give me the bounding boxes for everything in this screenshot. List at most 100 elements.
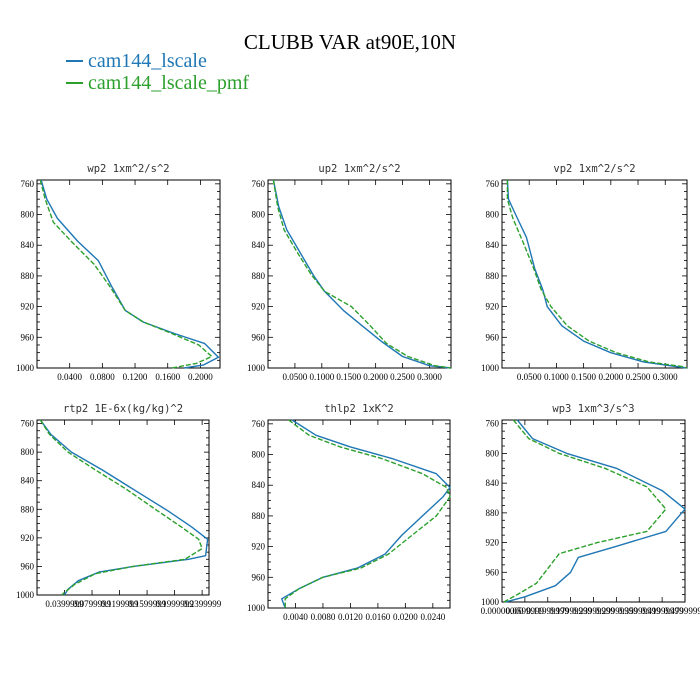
y-tick-label: 880 bbox=[486, 508, 500, 518]
y-tick-label: 1000 bbox=[16, 590, 35, 600]
series-line-1 bbox=[40, 179, 220, 369]
y-tick-label: 960 bbox=[21, 332, 35, 342]
plot-frame bbox=[501, 419, 686, 603]
y-tick-label: 840 bbox=[21, 476, 35, 486]
x-tick-label: 0.1000 bbox=[544, 372, 569, 382]
y-tick-label: 960 bbox=[252, 332, 266, 342]
x-tick-label: 0.0799999 bbox=[73, 599, 112, 609]
y-tick-label: 840 bbox=[252, 480, 266, 490]
page-title: CLUBB VAR at90E,10N bbox=[243, 30, 457, 54]
y-tick-label: 760 bbox=[21, 179, 35, 189]
x-tick-label: 0.3000 bbox=[653, 372, 678, 382]
x-tick-label: 0.0160 bbox=[366, 612, 391, 622]
x-tick-label: 0.0080 bbox=[311, 612, 336, 622]
x-tick-label: 0.1599999 bbox=[128, 599, 167, 609]
legend-swatch-1 bbox=[66, 60, 83, 62]
x-tick-label: 0.1000 bbox=[309, 372, 334, 382]
y-tick-label: 800 bbox=[252, 450, 266, 460]
plot-frame bbox=[267, 179, 452, 369]
x-tick-label: 0.11999999 bbox=[527, 606, 570, 616]
chart-title: wp3 1xm^3/s^3 bbox=[552, 403, 634, 415]
y-tick-label: 840 bbox=[486, 478, 500, 488]
x-tick-label: 0.1199999 bbox=[101, 599, 139, 609]
y-tick-label: 760 bbox=[486, 419, 500, 429]
chart-title: wp2 1xm^2/s^2 bbox=[87, 163, 169, 175]
y-tick-label: 800 bbox=[252, 210, 266, 220]
x-tick-label: 0.0399999 bbox=[45, 599, 84, 609]
y-tick-label: 760 bbox=[252, 179, 266, 189]
plot-frame bbox=[36, 419, 210, 596]
y-tick-label: 920 bbox=[21, 302, 35, 312]
y-tick-label: 1000 bbox=[481, 363, 500, 373]
legend-entry-2: cam144_lscale_pmf bbox=[66, 72, 249, 94]
plot-frame bbox=[501, 179, 688, 369]
y-tick-label: 960 bbox=[486, 567, 500, 577]
x-tick-label: 0.0500 bbox=[517, 372, 542, 382]
y-tick-label: 880 bbox=[486, 271, 500, 281]
series-line-2 bbox=[272, 179, 452, 369]
series-line-1 bbox=[272, 179, 452, 369]
legend: cam144_lscale cam144_lscale_pmf bbox=[66, 50, 249, 94]
chart-title: thlp2 1xK^2 bbox=[324, 403, 394, 415]
x-tick-label: 0.0400 bbox=[57, 372, 82, 382]
x-tick-label: 0.1200 bbox=[123, 372, 148, 382]
x-tick-label: 0.2000 bbox=[363, 372, 388, 382]
x-tick-label: 0.0800 bbox=[90, 372, 115, 382]
chart-3: vp2 1xm^2/s^2 760 800 840 880 920 960 1000 0.050… bbox=[481, 163, 688, 382]
series-line-2 bbox=[39, 419, 203, 596]
y-tick-label: 840 bbox=[486, 240, 500, 250]
x-tick-label: 0.00000000 bbox=[481, 606, 524, 616]
y-tick-label: 800 bbox=[486, 210, 500, 220]
chart-title: up2 1xm^2/s^2 bbox=[318, 163, 400, 175]
plot-frame bbox=[36, 179, 221, 369]
legend-swatch-2 bbox=[66, 82, 83, 84]
x-tick-label: 0.0599999 bbox=[506, 606, 545, 616]
x-tick-label: 0.1500 bbox=[571, 372, 596, 382]
y-tick-label: 920 bbox=[486, 538, 500, 548]
series-line-2 bbox=[506, 180, 688, 369]
y-tick-label: 760 bbox=[252, 419, 266, 429]
series-line-2 bbox=[39, 179, 213, 369]
x-tick-label: 0.2500 bbox=[626, 372, 651, 382]
x-tick-label: 0.0500 bbox=[283, 372, 308, 382]
y-tick-label: 1000 bbox=[16, 363, 35, 373]
y-tick-label: 880 bbox=[21, 504, 35, 514]
x-tick-label: 0.2399999 bbox=[183, 599, 222, 609]
y-tick-label: 960 bbox=[252, 572, 266, 582]
legend-label-2: cam144_lscale_pmf bbox=[88, 72, 250, 94]
y-tick-label: 920 bbox=[252, 302, 266, 312]
y-tick-label: 840 bbox=[21, 240, 35, 250]
x-tick-label: 0.1500 bbox=[336, 372, 361, 382]
y-tick-label: 880 bbox=[252, 271, 266, 281]
y-tick-label: 920 bbox=[252, 542, 266, 552]
x-tick-label: 0.41999999 bbox=[641, 606, 684, 616]
y-tick-label: 800 bbox=[21, 210, 35, 220]
y-tick-label: 840 bbox=[252, 240, 266, 250]
y-tick-label: 760 bbox=[486, 179, 500, 189]
x-tick-label: 0.1999999 bbox=[155, 599, 194, 609]
y-tick-label: 760 bbox=[21, 419, 35, 429]
x-tick-label: 0.0120 bbox=[338, 612, 363, 622]
chart-4: rtp2 1E-6x(kg/kg)^2 760 800 840 880 920 960 100… bbox=[16, 403, 222, 609]
y-tick-label: 800 bbox=[486, 448, 500, 458]
chart-title: rtp2 1E-6x(kg/kg)^2 bbox=[63, 403, 183, 415]
chart-title: vp2 1xm^2/s^2 bbox=[553, 163, 635, 175]
y-tick-label: 800 bbox=[21, 447, 35, 457]
legend-entry-1: cam144_lscale bbox=[66, 50, 249, 72]
y-tick-label: 1000 bbox=[481, 597, 500, 607]
x-tick-label: 0.2000 bbox=[188, 372, 213, 382]
x-tick-label: 0.17999999 bbox=[549, 606, 592, 616]
y-tick-label: 880 bbox=[252, 511, 266, 521]
x-tick-label: 0.47999999 bbox=[664, 606, 700, 616]
chart-1: wp2 1xm^2/s^2 760 800 840 880 920 960 1000 0.040… bbox=[16, 163, 221, 382]
x-tick-label: 0.0240 bbox=[420, 612, 445, 622]
series-line-2 bbox=[284, 419, 451, 608]
chart-2: up2 1xm^2/s^2 760 800 840 880 920 960 1000 0.050… bbox=[247, 163, 452, 382]
x-tick-label: 0.35999999 bbox=[618, 606, 661, 616]
x-tick-label: 0.0040 bbox=[283, 612, 308, 622]
y-tick-label: 1000 bbox=[247, 363, 266, 373]
x-tick-label: 0.23999999 bbox=[572, 606, 615, 616]
series-line-2 bbox=[503, 419, 667, 603]
